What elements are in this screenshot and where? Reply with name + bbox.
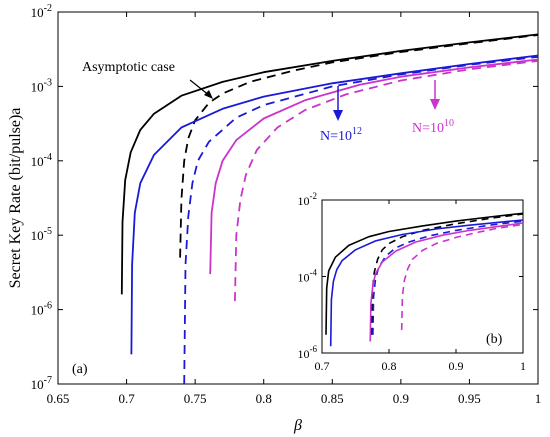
y-tick-exp: -2	[44, 3, 52, 14]
x-tick-label: 0.8	[382, 359, 397, 373]
x-tick-label: 0.95	[458, 391, 481, 406]
y-axis-title: Secret Key Rate (bit/pulse)a	[7, 108, 24, 289]
y-tick-exp: -7	[44, 375, 52, 386]
n10-label: N=1010	[412, 118, 454, 136]
y-tick-exp: -6	[310, 344, 318, 354]
x-tick-label: 0.9	[449, 359, 464, 373]
series-line-0	[120, 33, 539, 295]
inset-ticks: 0.7 0.8 0.9 110-610-410-2	[298, 191, 527, 373]
y-tick-label: 10-6	[298, 344, 318, 361]
y-tick-base: 10	[31, 303, 44, 318]
y-tick-label: 10-4	[298, 268, 318, 285]
y-tick-base: 10	[31, 228, 44, 243]
y-tick-label: 10-2	[298, 191, 318, 208]
y-tick-base: 10	[31, 5, 44, 20]
asymptotic-arrow	[189, 79, 213, 99]
n10-arrow	[430, 80, 440, 110]
y-tick-exp: -6	[44, 301, 52, 312]
y-tick-base: 10	[298, 194, 310, 208]
series-line-5	[400, 223, 524, 331]
x-tick-label: 0.9	[393, 391, 409, 406]
series-line-4	[209, 58, 539, 275]
y-tick-base: 10	[31, 154, 44, 169]
series-line-2	[130, 54, 539, 355]
n12-arrow	[333, 86, 343, 121]
y-tick-exp: -4	[310, 268, 318, 278]
y-tick-label: 10-4	[31, 152, 52, 169]
x-tick-label: 0.65	[47, 391, 70, 406]
series-line-2	[329, 219, 524, 347]
n12-label: N=1012	[320, 126, 362, 144]
y-tick-base: 10	[298, 271, 310, 285]
x-tick-label: 1	[520, 359, 526, 373]
y-tick-exp: -4	[44, 152, 52, 163]
y-tick-label: 10-5	[31, 226, 52, 243]
asymptotic-label: Asymptotic case	[82, 60, 175, 75]
main-ticks: 0.65 0.7 0.75 0.8 0.85 0.9 0.95 110-710-610-510…	[31, 3, 542, 406]
series-line-0	[325, 212, 524, 335]
series-line-3	[372, 220, 524, 335]
y-tick-base: 10	[298, 347, 310, 361]
panel-b-label: (b)	[486, 332, 503, 347]
inset-series	[325, 212, 524, 347]
series-line-3	[183, 55, 539, 385]
y-tick-exp: -5	[44, 226, 52, 237]
panel-a-label: (a)	[72, 362, 88, 377]
y-tick-label: 10-3	[31, 77, 52, 94]
x-axis-title: β	[293, 417, 302, 434]
series-line-4	[369, 222, 524, 342]
x-tick-label: 0.8	[256, 391, 272, 406]
x-tick-label: 0.7	[118, 391, 135, 406]
series-line-1	[179, 34, 539, 258]
x-tick-label: 1	[535, 391, 542, 406]
x-tick-label: 0.85	[321, 391, 344, 406]
y-tick-base: 10	[31, 377, 44, 392]
y-tick-exp: -3	[44, 77, 52, 88]
x-tick-label: 0.7	[315, 359, 330, 373]
y-tick-label: 10-6	[31, 301, 52, 318]
y-tick-base: 10	[31, 79, 44, 94]
y-tick-exp: -2	[310, 191, 318, 201]
main-series	[120, 33, 539, 385]
y-tick-label: 10-2	[31, 3, 52, 20]
y-tick-label: 10-7	[31, 375, 52, 392]
x-tick-label: 0.75	[184, 391, 207, 406]
series-line-5	[234, 60, 539, 302]
